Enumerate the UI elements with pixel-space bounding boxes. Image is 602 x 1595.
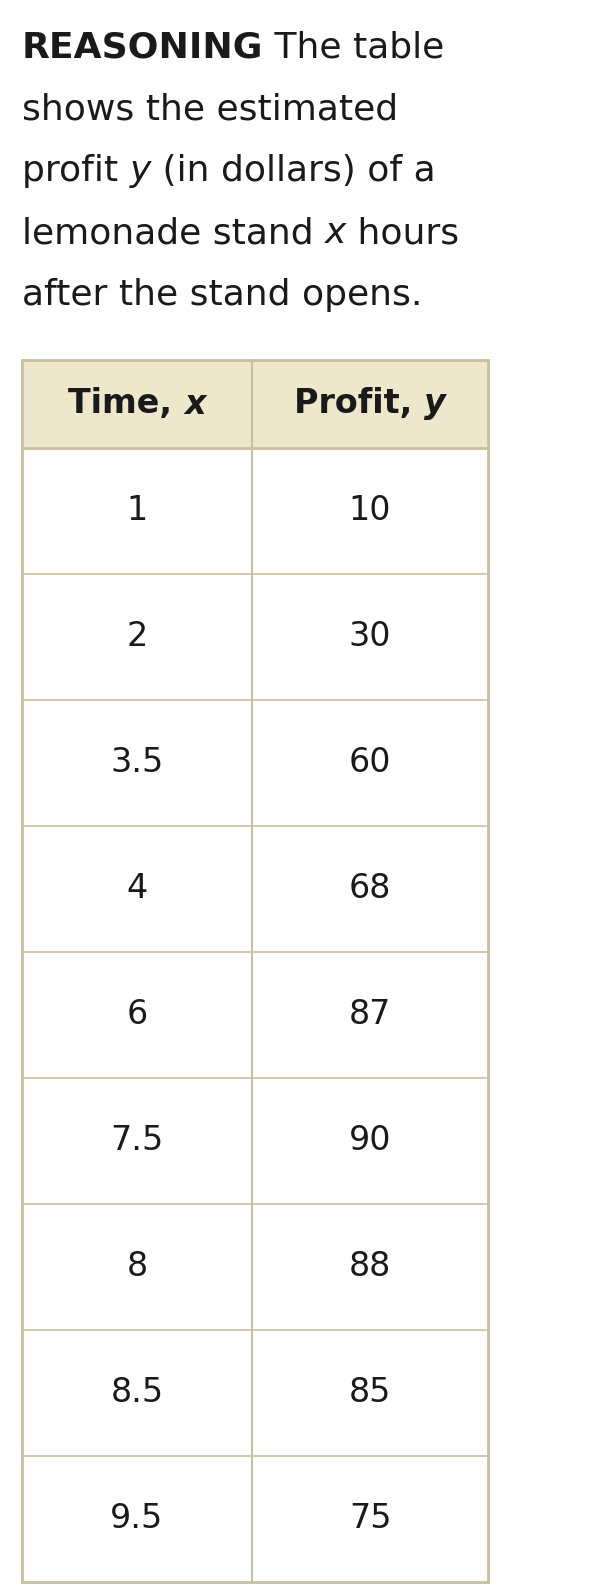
Text: 8.5: 8.5 <box>110 1376 164 1410</box>
Text: Profit,: Profit, <box>294 388 424 421</box>
Text: hours: hours <box>347 215 459 250</box>
Text: 30: 30 <box>349 620 391 654</box>
Text: x: x <box>325 215 347 250</box>
Text: 68: 68 <box>349 872 391 906</box>
Text: 88: 88 <box>349 1250 391 1284</box>
Text: 9.5: 9.5 <box>110 1502 164 1536</box>
Text: Time,: Time, <box>69 388 184 421</box>
Text: 4: 4 <box>126 872 147 906</box>
Text: after the stand opens.: after the stand opens. <box>22 278 423 313</box>
Text: 85: 85 <box>349 1376 391 1410</box>
Text: 2: 2 <box>126 620 147 654</box>
Text: REASONING: REASONING <box>22 30 264 64</box>
Text: 10: 10 <box>349 494 391 528</box>
Text: 60: 60 <box>349 746 391 780</box>
Bar <box>22 360 488 1582</box>
Text: x: x <box>184 388 205 421</box>
Text: 8: 8 <box>126 1250 147 1284</box>
Text: 1: 1 <box>126 494 147 528</box>
Text: profit: profit <box>22 155 129 188</box>
Text: y: y <box>424 388 446 421</box>
Text: y: y <box>129 155 151 188</box>
Text: The table: The table <box>264 30 445 64</box>
Text: 75: 75 <box>349 1502 391 1536</box>
Text: 6: 6 <box>126 998 147 1032</box>
Text: shows the estimated: shows the estimated <box>22 93 398 126</box>
Text: lemonade stand: lemonade stand <box>22 215 325 250</box>
Text: 90: 90 <box>349 1124 391 1158</box>
Text: 7.5: 7.5 <box>110 1124 164 1158</box>
Bar <box>22 360 488 448</box>
Text: 87: 87 <box>349 998 391 1032</box>
Text: (in dollars) of a: (in dollars) of a <box>151 155 436 188</box>
Text: 3.5: 3.5 <box>110 746 164 780</box>
